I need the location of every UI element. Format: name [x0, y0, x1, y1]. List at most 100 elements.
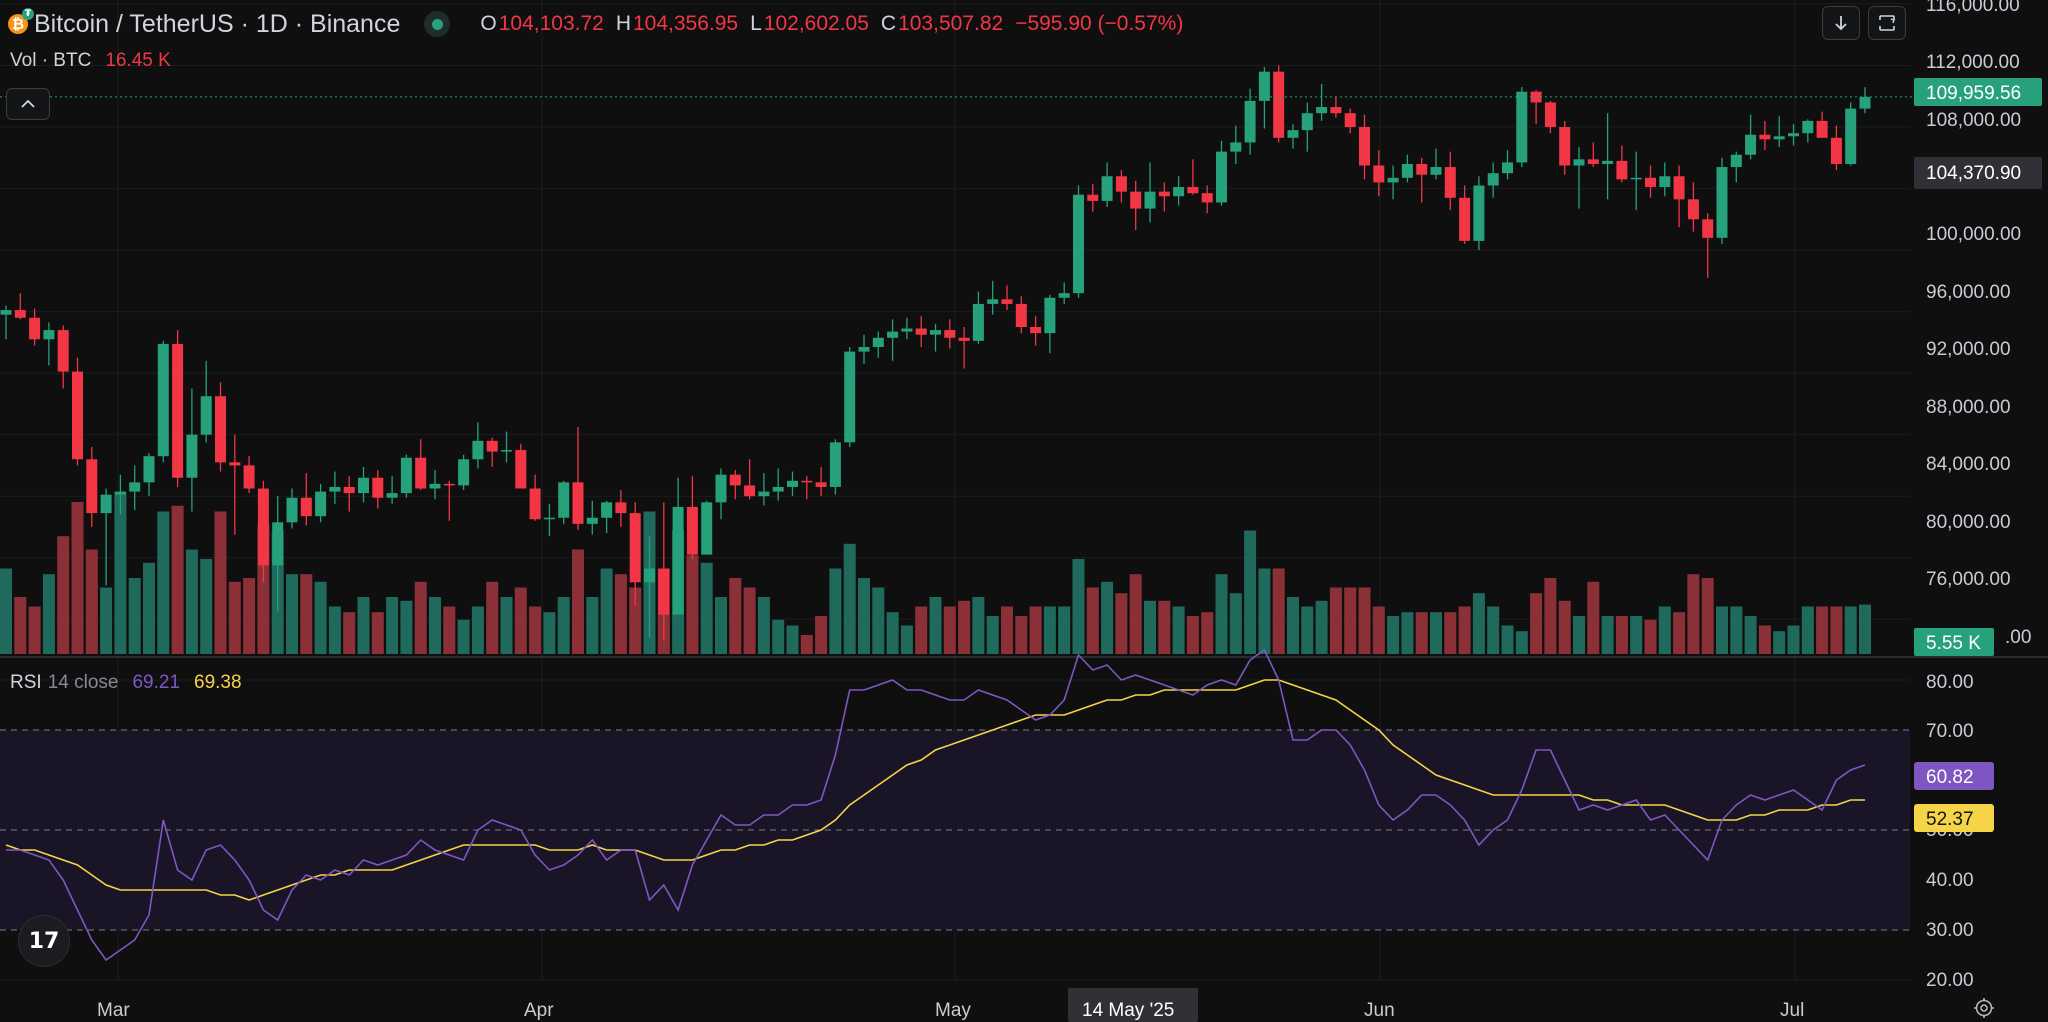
volume-bar — [543, 612, 556, 654]
candle-body — [1759, 134, 1771, 140]
candle-body — [243, 465, 255, 489]
candle-body — [1401, 163, 1413, 178]
volume-bar — [1229, 593, 1242, 654]
volume-bar — [1344, 587, 1357, 654]
volume-label: Vol · BTC — [10, 50, 92, 71]
rsi-band-background — [0, 729, 1910, 931]
rsi-legend[interactable]: RSI 14 close 69.21 69.38 — [10, 672, 242, 694]
candle-body — [157, 343, 169, 457]
candle-body — [972, 303, 984, 341]
crosshair-date-badge: 14 May '25 — [1068, 988, 1198, 1022]
volume-bar — [1501, 625, 1514, 654]
candle-body — [1788, 133, 1799, 137]
volume-bar — [1658, 606, 1671, 654]
volume-bar — [371, 612, 384, 654]
volume-bar — [1487, 606, 1500, 654]
price-tick: 112,000.00 — [1926, 52, 2020, 73]
volume-bar — [300, 574, 313, 654]
volume-bar — [457, 619, 470, 654]
rsi-value: 69.21 — [132, 672, 181, 693]
candle-body — [443, 483, 455, 486]
volume-bar — [700, 562, 713, 654]
tradingview-logo[interactable]: 17 — [18, 915, 70, 967]
volume-bars — [0, 492, 1871, 654]
download-button[interactable] — [1822, 6, 1860, 40]
candle-body — [844, 351, 856, 443]
rsi-band — [0, 730, 1910, 930]
chevron-up-icon — [21, 99, 35, 108]
volume-bar — [343, 612, 356, 654]
candle-body — [1802, 120, 1814, 134]
candle-body — [472, 440, 484, 460]
candle-body — [100, 494, 112, 514]
volume-bar — [1644, 619, 1657, 654]
market-status-icon[interactable] — [424, 11, 451, 37]
price-tick: 116,000.00 — [1926, 0, 2020, 16]
volume-bar — [757, 597, 770, 654]
volume-bar — [1630, 616, 1643, 654]
candle-body — [829, 442, 841, 487]
volume-bar — [1401, 612, 1414, 654]
settings-gear-icon[interactable] — [1972, 996, 1996, 1020]
volume-legend[interactable]: Vol · BTC 16.45 K — [10, 50, 171, 72]
candle-body — [1616, 160, 1628, 180]
volume-bar — [1244, 530, 1257, 654]
candle-body — [186, 434, 198, 478]
volume-bar — [900, 625, 913, 654]
arrow-down-icon — [1835, 16, 1847, 31]
volume-bar — [1816, 606, 1829, 654]
rsi-tick: 80.00 — [1926, 672, 1974, 693]
volume-bar — [1673, 612, 1686, 654]
volume-bar — [85, 549, 98, 654]
time-axis[interactable]: Mar Apr May Jun Jul — [97, 1000, 1804, 1021]
candle-body — [29, 317, 41, 340]
price-tick: 92,000.00 — [1926, 339, 2011, 360]
candle-body — [1687, 199, 1699, 220]
candle-body — [1544, 102, 1556, 128]
volume-bar — [1444, 612, 1457, 654]
candle-body — [815, 482, 827, 487]
candle-body — [1115, 176, 1127, 192]
fullscreen-button[interactable] — [1868, 6, 1906, 40]
candle-body — [143, 456, 155, 483]
volume-bar — [1272, 568, 1285, 654]
candle-body — [744, 485, 756, 497]
candle-body — [1830, 137, 1842, 164]
volume-bar — [614, 574, 627, 654]
time-tick-apr: Apr — [524, 1000, 554, 1021]
volume-bar — [1387, 616, 1400, 654]
candle-body — [1602, 160, 1614, 164]
candle-body — [944, 330, 956, 338]
candle-body — [1201, 193, 1213, 203]
price-axis[interactable]: 116,000.00 112,000.00 108,000.00 100,000… — [1926, 0, 2031, 648]
rsi-params: 14 close — [47, 672, 119, 693]
candle-body — [729, 474, 741, 486]
volume-bar — [1458, 606, 1471, 654]
candles[interactable] — [0, 65, 1871, 641]
candle-body — [486, 440, 498, 452]
candle-body — [1158, 191, 1170, 197]
volume-bar — [1716, 606, 1728, 654]
volume-bar — [972, 597, 985, 654]
candle-body — [86, 459, 98, 514]
symbol-title[interactable]: Bitcoin / TetherUS · 1D · Binance — [34, 9, 401, 38]
candle-body — [1502, 162, 1513, 174]
candle-body — [1173, 187, 1185, 197]
volume-bar — [1701, 578, 1714, 654]
volume-bar — [286, 574, 298, 654]
volume-bar — [1215, 574, 1228, 654]
rsi-tick: 70.00 — [1926, 721, 1974, 742]
volume-bar — [214, 511, 227, 654]
volume-bar — [1172, 606, 1185, 654]
candle-body — [1573, 159, 1585, 166]
volume-bar — [1430, 612, 1442, 654]
candle-body — [1073, 194, 1084, 294]
collapse-legend-button[interactable] — [6, 88, 50, 120]
volume-bar — [1144, 600, 1156, 654]
volume-bar — [171, 505, 184, 654]
volume-bar — [1472, 593, 1485, 654]
volume-bar — [872, 587, 885, 654]
volume-bar — [128, 578, 141, 654]
